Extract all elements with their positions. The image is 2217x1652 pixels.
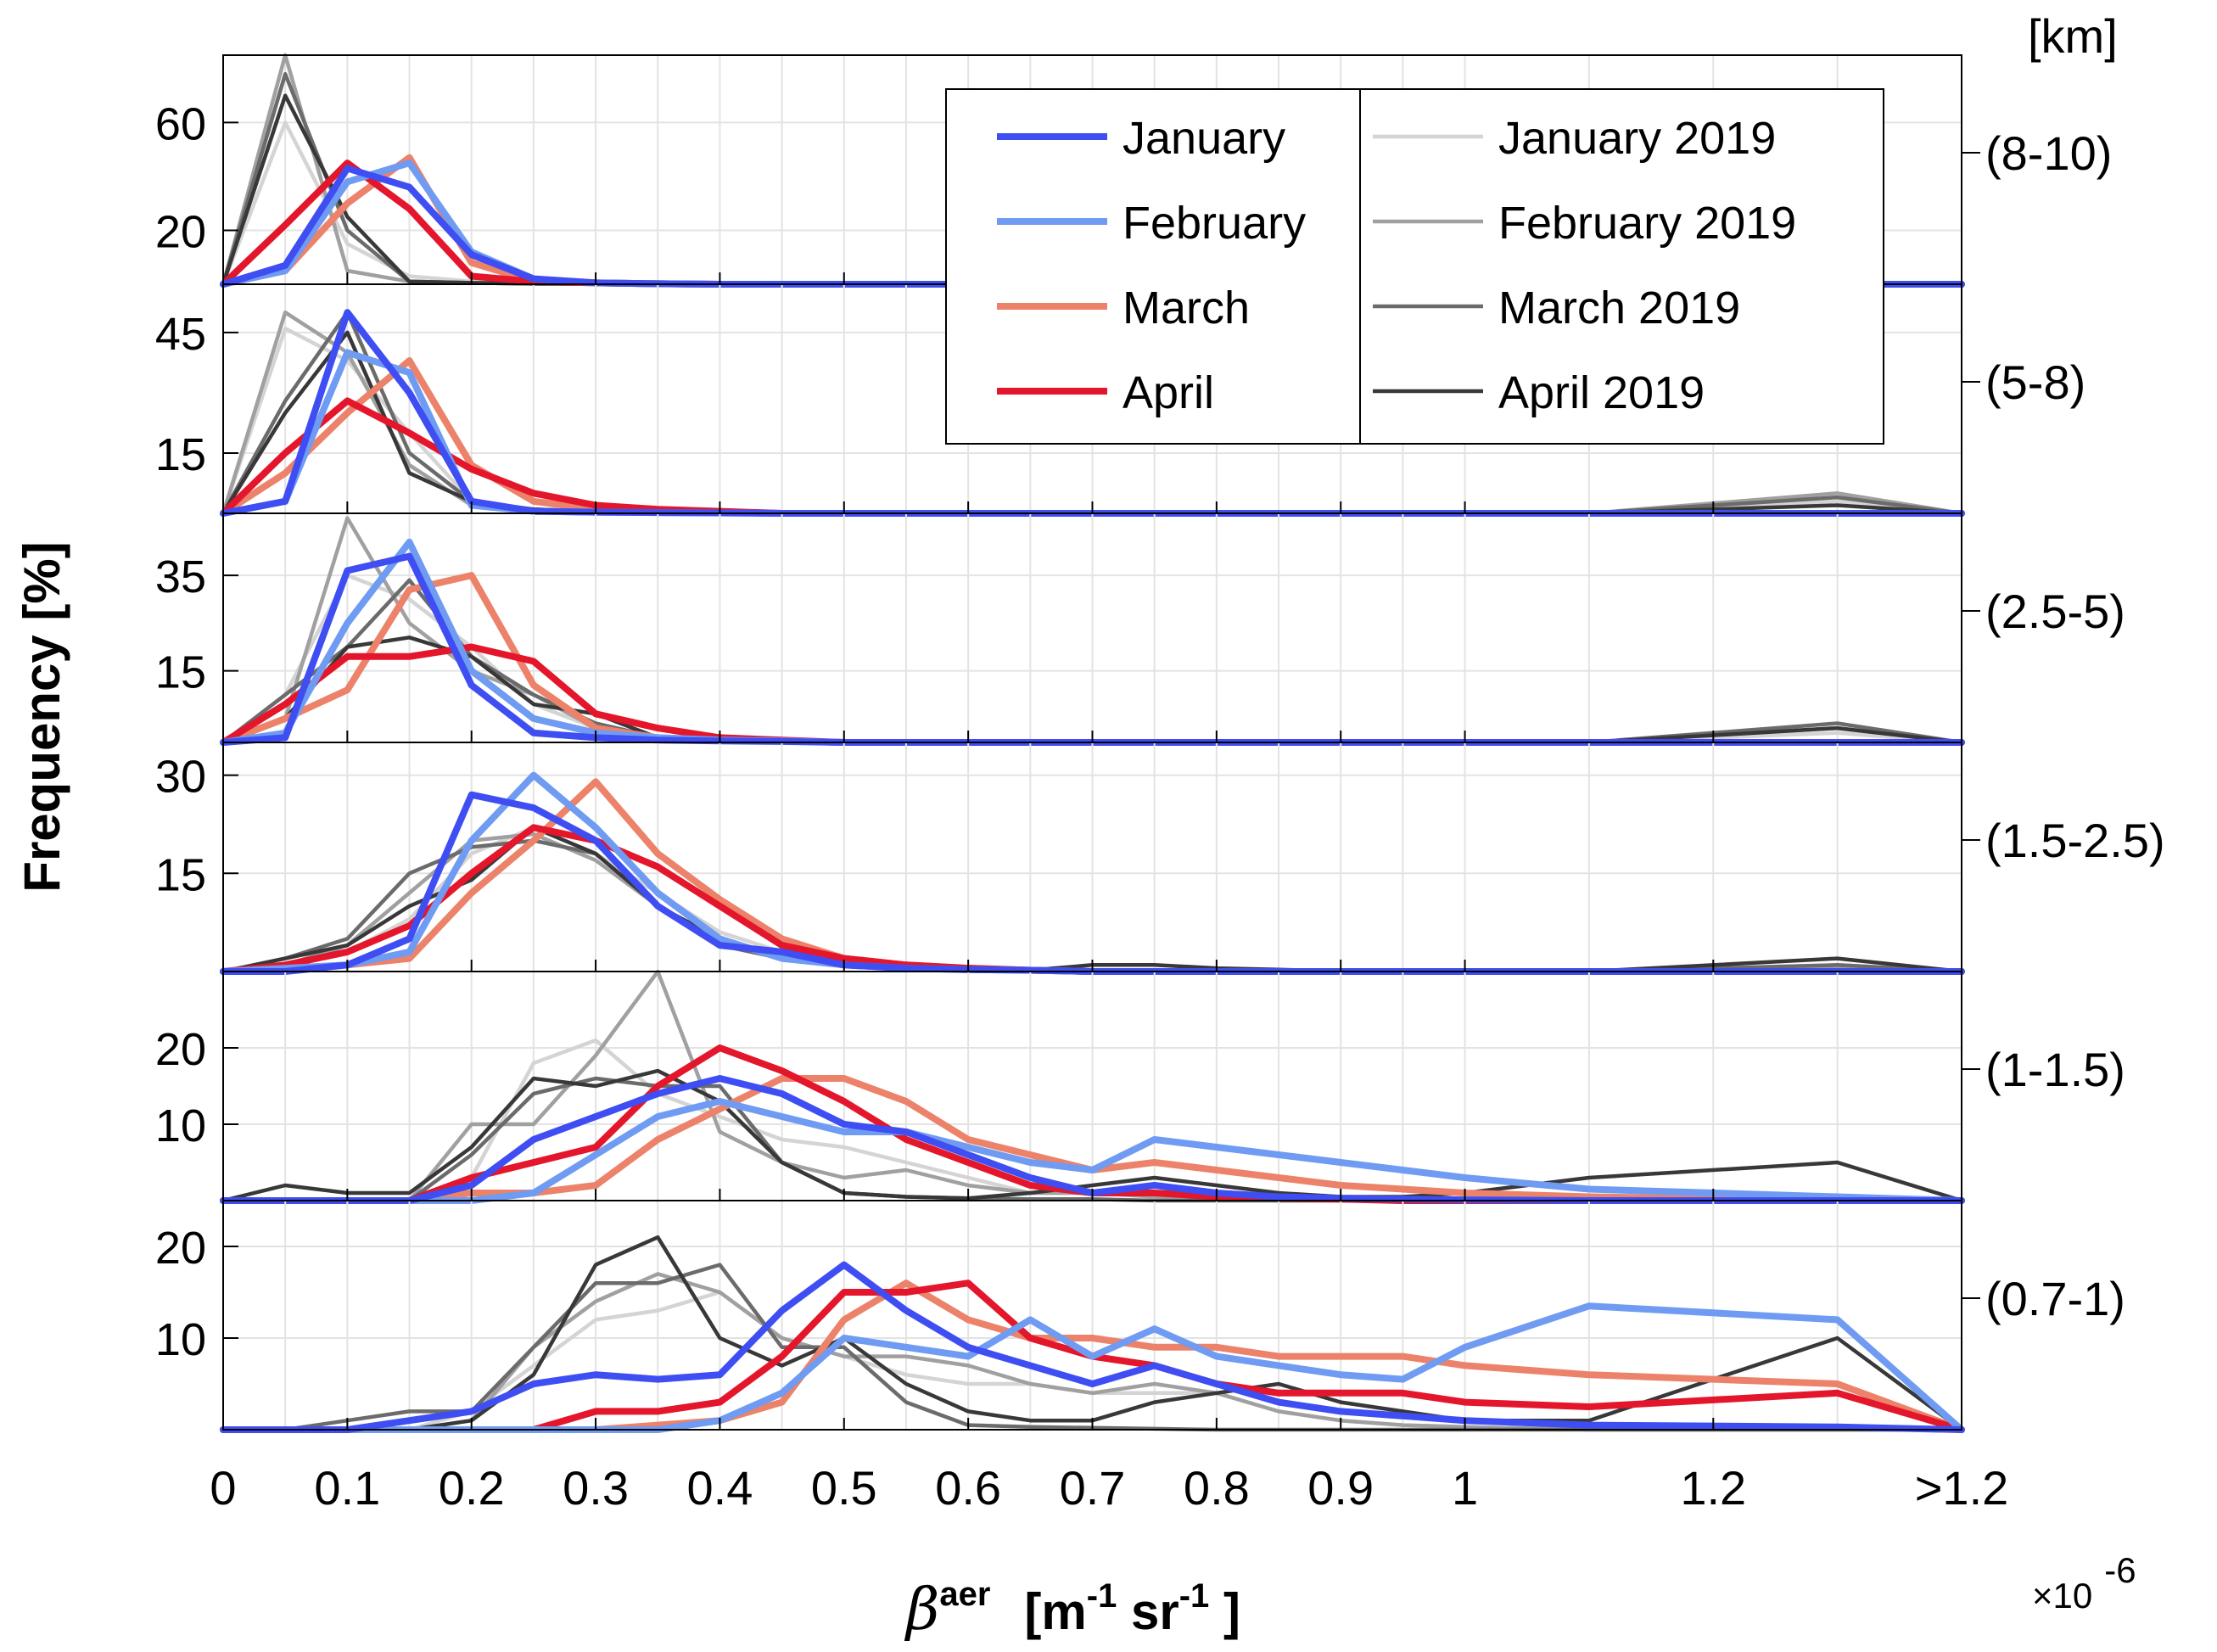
x-tick-label: 0.3 — [563, 1461, 629, 1515]
y-axis-label: Frequency [%] — [14, 541, 70, 892]
y-tick-label: 20 — [155, 206, 206, 257]
x-axis-label-symbol: β — [904, 1576, 939, 1644]
x-tick-label: 0.9 — [1307, 1461, 1374, 1515]
altitude-label: (8-10) — [1985, 126, 2112, 180]
right-axis-unit: [km] — [2028, 9, 2118, 63]
altitude-label: (1.5-2.5) — [1985, 814, 2165, 867]
x-axis-multiplier-exponent: -6 — [2104, 1550, 2136, 1590]
legend-label: April 2019 — [1498, 367, 1705, 418]
altitude-label: (2.5-5) — [1985, 585, 2125, 638]
x-tick-label: 0.2 — [439, 1461, 505, 1515]
legend-label: March — [1122, 283, 1250, 333]
legend: January February March April January 2019 Feb… — [945, 88, 1884, 445]
x-tick-label: 0.4 — [686, 1461, 753, 1515]
x-tick-label: 0.8 — [1184, 1461, 1250, 1515]
x-axis-label-exp2: -1 — [1179, 1577, 1210, 1615]
y-tick-label: 15 — [155, 647, 206, 698]
x-tick-label: 1.2 — [1680, 1461, 1746, 1515]
x-axis-label-superscript: aer — [939, 1576, 990, 1613]
x-tick-label: 0 — [210, 1461, 236, 1515]
y-tick-label: 45 — [155, 309, 206, 360]
y-tick-label: 10 — [155, 1100, 206, 1151]
y-tick-label: 15 — [155, 429, 206, 480]
panels-layer: 20 60 (8-10) 15 45 (5-8) 15 35 (2.5-5) 15 30 (1.5-2… — [155, 53, 2165, 1515]
x-tick-labels: 0 0.1 0.2 0.3 0.4 0.5 0.6 0.7 0.8 0.9 1 1.2 >1.2 — [210, 1461, 2008, 1515]
legend-label: April — [1122, 367, 1214, 418]
x-tick-label: 1 — [1452, 1461, 1478, 1515]
altitude-label: (1-1.5) — [1985, 1043, 2125, 1096]
series-line-april-2019 — [221, 1235, 1964, 1432]
legend-label: February 2019 — [1498, 198, 1796, 249]
panel-4: 15 30 (1.5-2.5) — [155, 742, 2165, 975]
panel-6: 10 20 (0.7-1) — [155, 1200, 2125, 1433]
x-tick-label: 0.6 — [935, 1461, 1001, 1515]
panel-3: 15 35 (2.5-5) — [155, 512, 2125, 746]
y-tick-label: 20 — [155, 1024, 206, 1075]
legend-label: February — [1122, 198, 1306, 249]
x-axis-label-exp1: -1 — [1087, 1577, 1117, 1615]
y-tick-label: 30 — [155, 752, 206, 803]
altitude-label: (0.7-1) — [1985, 1272, 2125, 1325]
x-axis-multiplier: ×10 -6 — [2032, 1550, 2136, 1616]
y-tick-label: 35 — [155, 552, 206, 602]
y-tick-label: 60 — [155, 98, 206, 149]
y-tick-label: 15 — [155, 849, 206, 900]
series-line-january — [220, 1075, 1965, 1204]
x-tick-label: 0.7 — [1060, 1461, 1126, 1515]
series-line-march — [220, 1075, 1965, 1204]
y-tick-label: 20 — [155, 1223, 206, 1274]
legend-label: January — [1122, 113, 1285, 164]
x-axis-multiplier-base: ×10 — [2032, 1576, 2092, 1616]
panel-5: 10 20 (1-1.5) — [155, 969, 2125, 1204]
x-axis-label-units: [m — [1024, 1583, 1086, 1640]
legend-label: January 2019 — [1498, 113, 1776, 164]
legend-box — [945, 88, 1884, 445]
x-tick-label: 0.1 — [314, 1461, 380, 1515]
x-tick-label: 0.5 — [811, 1461, 877, 1515]
x-tick-label: >1.2 — [1915, 1461, 2009, 1515]
altitude-label: (5-8) — [1985, 356, 2085, 409]
x-axis-label-units-mid: sr — [1117, 1583, 1178, 1640]
x-axis-label: βaer [m-1 sr-1 ] — [904, 1576, 1240, 1644]
y-tick-label: 10 — [155, 1314, 206, 1365]
legend-label: March 2019 — [1498, 283, 1740, 333]
series-line-january — [220, 1261, 1965, 1433]
x-axis-label-units-end: ] — [1209, 1583, 1240, 1640]
